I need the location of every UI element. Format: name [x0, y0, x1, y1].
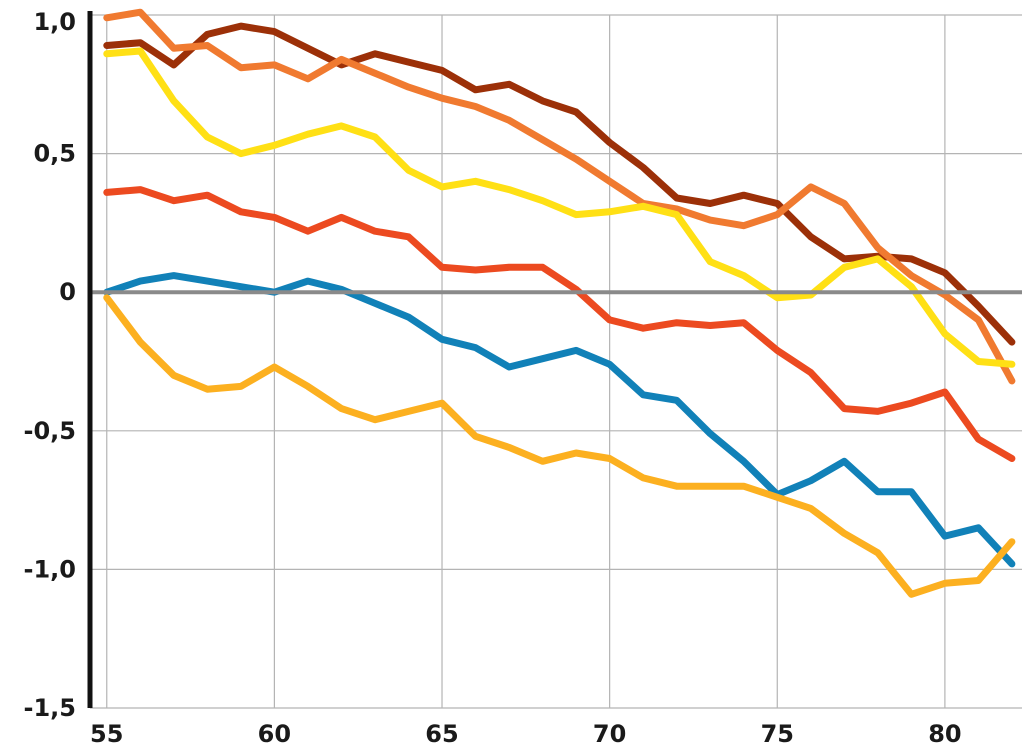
- x-tick-label-65: 65: [425, 720, 458, 748]
- y-tick-label-1: 0,5: [33, 140, 76, 168]
- series-line-1: [103, 22, 1016, 346]
- series-line-2: [103, 8, 1016, 385]
- x-tick-label-60: 60: [258, 720, 291, 748]
- series-line-3: [103, 47, 1016, 368]
- y-tick-label-3: -0,5: [24, 417, 76, 445]
- x-tick-labels: 55 60 65 70 75 80: [90, 720, 962, 748]
- series-line-4: [103, 186, 1016, 462]
- series-line-5: [103, 272, 1016, 568]
- series-line-6: [103, 294, 1016, 598]
- y-tick-labels: 1,0 0,5 0 -0,5 -1,0 -1,5: [24, 8, 76, 722]
- x-tick-label-80: 80: [928, 720, 961, 748]
- x-tick-label-70: 70: [593, 720, 626, 748]
- series-layer: [103, 8, 1016, 598]
- y-tick-label-5: -1,5: [24, 694, 76, 722]
- y-tick-label-4: -1,0: [24, 555, 76, 583]
- x-tick-label-75: 75: [761, 720, 794, 748]
- axes: [87, 11, 1022, 708]
- x-tick-label-55: 55: [90, 720, 123, 748]
- y-tick-label-0: 1,0: [33, 8, 76, 36]
- y-tick-label-2: 0: [59, 278, 76, 306]
- grid-lines: [90, 14, 1022, 709]
